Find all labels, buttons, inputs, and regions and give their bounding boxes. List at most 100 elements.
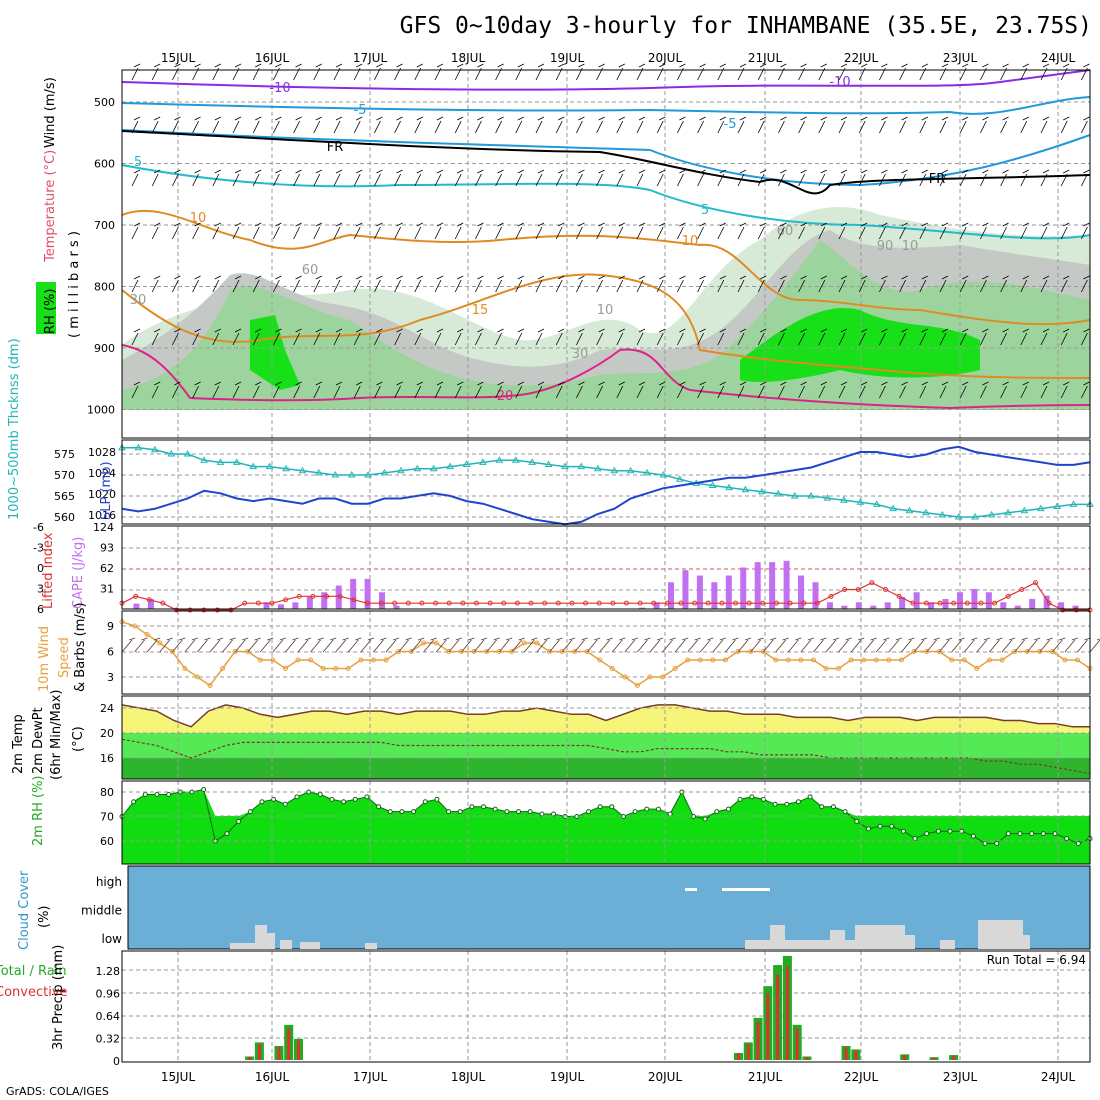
wind-barb [252,116,262,134]
wind-barb [1081,222,1090,240]
rh2m-point [865,826,871,832]
wind-barb [172,116,181,134]
li-point [1005,593,1011,599]
thickness-point [610,466,619,474]
wind-barb [273,275,282,293]
chart-panels: 15JUL 15JUL 16JUL 16JUL 17JUL 17JUL 18JUL 18JUL… [0,51,1100,1084]
wind-barb [1040,275,1050,293]
wind-barb [535,328,545,346]
run-total-label: Run Total = 6.94 [987,953,1086,967]
wind-barb [697,116,706,134]
y-tick-wind: 3 [107,671,114,684]
wind-barb [555,381,565,399]
wind-barb [1081,381,1090,399]
rh2m-point [784,801,790,807]
y-tick-pressure: 500 [94,96,115,109]
wind-barb [656,381,666,399]
wind-barb [515,275,524,293]
rh2m-point [399,809,405,815]
thickness-point [200,456,208,463]
rh2m-point [131,799,137,805]
wind-barb [555,116,565,134]
li-point [896,593,902,599]
precip-conv-bar [805,1056,809,1060]
thickness-point [1004,508,1012,516]
cloud-low-block [300,942,320,949]
wind-barb [1060,328,1070,346]
cape-bar [133,603,140,609]
wind-barb [434,116,444,134]
thickness-point [429,464,438,472]
li-point [514,600,520,606]
contour-label: 5 [701,203,709,218]
wind-barb [273,116,282,134]
li-point [869,580,875,586]
li-point [623,600,629,606]
wind-barb [858,116,868,134]
wind-barb [535,222,545,240]
li-point [310,593,316,599]
wind-barb [879,222,888,240]
wind-barb [919,381,928,399]
rh2m-point [714,809,720,815]
y-tick-temp: 20 [100,727,114,740]
contour-label: 60 [302,263,319,278]
wind-barb [959,169,969,187]
cloud-low-block [830,930,845,949]
wind-barb [293,328,302,346]
wind-barb [980,328,989,346]
contour-line [121,96,1091,115]
date-label-bottom: 23JUL [943,1070,978,1084]
wind-barb [414,169,423,187]
wind-barb-10m [197,637,211,653]
wind-speed-point [144,632,150,637]
wind-barb [636,328,646,346]
thickness-point [479,458,487,465]
wind-barb [717,222,726,240]
wind-barb [273,381,282,399]
wind-barb-10m [121,637,136,653]
thickness-point [495,456,504,463]
wind-barb [192,116,201,134]
wind-speed-point [232,649,238,654]
wind-barb-10m [561,637,576,653]
date-label-bottom: 18JUL [451,1070,486,1084]
y-tick-li: 6 [37,603,44,616]
wind-barb [656,275,666,293]
y-tick-cape: 62 [100,562,114,575]
wind-barb [313,328,322,346]
y-tick-temp: 16 [100,752,114,765]
wind-barb-10m [737,637,752,653]
thickness-point [659,471,668,478]
contour-label: -10 [829,75,850,90]
wind-barb [232,169,242,187]
wind-barb [1000,116,1009,134]
wind-barb-10m [574,637,588,653]
wind-barb [212,222,221,240]
wind-barb [717,381,726,399]
wind-barb-10m [385,637,400,653]
wind-barb-10m [146,637,161,653]
wind-barb [616,328,625,346]
thickness-point [561,462,569,470]
li-point [351,597,357,603]
wind-barb [1060,275,1070,293]
wind-barb-10m [234,637,249,653]
wind-barb [495,169,504,187]
y-tick-pressure: 1000 [87,404,115,417]
y-tick-thickness: 565 [54,490,75,503]
rh2m-point [655,806,661,812]
wind-speed-point [735,649,741,654]
date-label-top: 21JUL [748,51,783,65]
y-tick-pressure: 900 [94,342,115,355]
cloud-low-block [255,925,267,949]
precip-conv-bar [297,1041,300,1060]
rh2m-point [900,828,906,834]
ylabel-precip-total: Total / Rain [0,964,67,979]
wind-barb [151,116,161,134]
ylabel-cape: CAPE (J/kg) [71,537,86,609]
wind-barb [778,116,787,134]
li-point [610,600,616,606]
wind-barb [899,116,908,134]
wind-barb [576,381,585,399]
